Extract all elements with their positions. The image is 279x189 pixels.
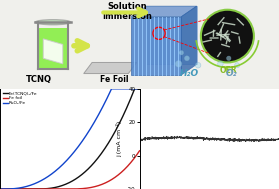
Text: O₂: O₂ <box>226 69 237 78</box>
Circle shape <box>201 10 254 62</box>
Text: H₂O: H₂O <box>180 69 199 78</box>
Polygon shape <box>146 6 197 64</box>
Text: Immersion: Immersion <box>102 12 152 21</box>
Circle shape <box>184 56 189 61</box>
Circle shape <box>179 50 184 55</box>
Ellipse shape <box>35 20 71 25</box>
Circle shape <box>227 56 231 60</box>
Legend: Fe(TCNQ)₂/Fe, Fe foil, RuO₂/Fe: Fe(TCNQ)₂/Fe, Fe foil, RuO₂/Fe <box>2 91 38 106</box>
Circle shape <box>218 61 223 67</box>
Polygon shape <box>131 6 197 17</box>
Polygon shape <box>84 62 137 74</box>
Polygon shape <box>43 39 63 64</box>
Text: OER: OER <box>220 66 238 75</box>
Polygon shape <box>131 17 181 75</box>
Circle shape <box>195 62 201 68</box>
Text: TCNQ: TCNQ <box>26 75 52 84</box>
Circle shape <box>235 63 240 68</box>
Y-axis label: j (mA cm⁻²): j (mA cm⁻²) <box>116 121 122 157</box>
Polygon shape <box>39 28 67 68</box>
Circle shape <box>175 60 182 67</box>
Text: Fe Foil: Fe Foil <box>100 75 129 84</box>
Polygon shape <box>181 6 197 75</box>
Text: Solution: Solution <box>107 2 147 12</box>
